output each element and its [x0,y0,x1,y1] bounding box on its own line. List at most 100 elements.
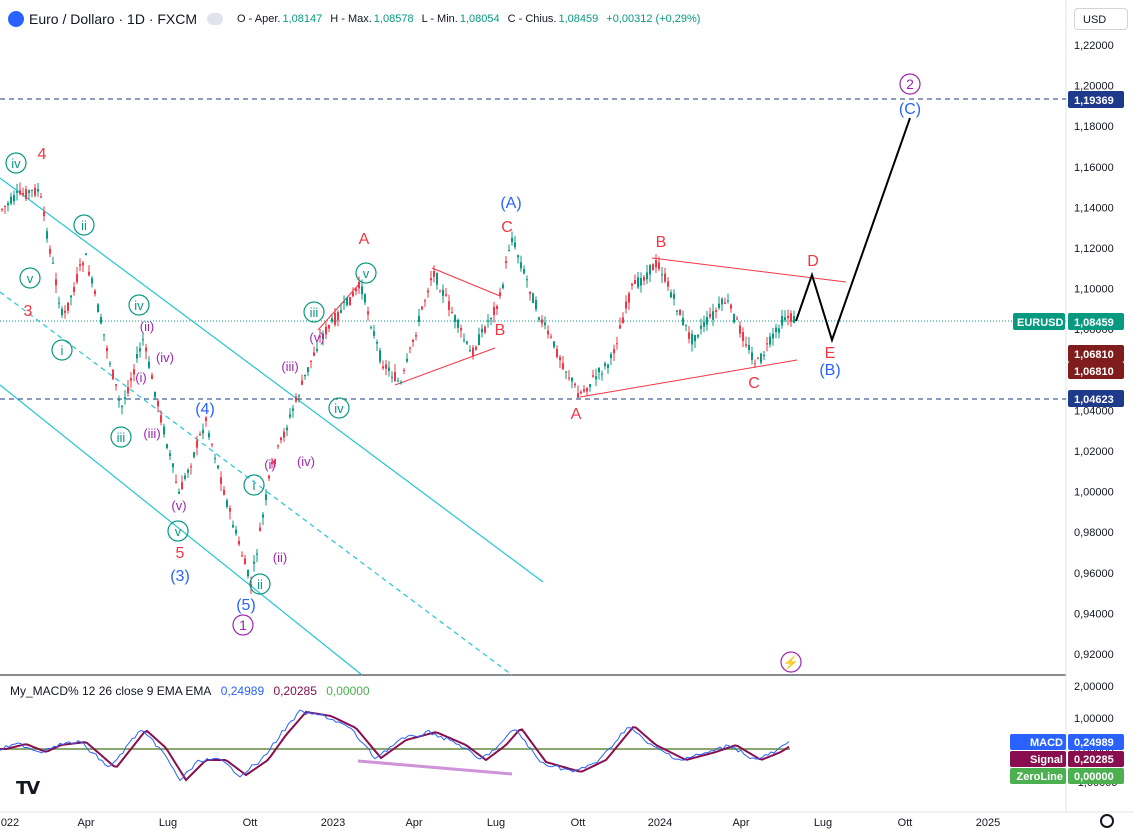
candle-body [697,335,699,337]
candle-body [58,302,60,304]
candle-body [661,274,663,276]
candle-body [559,357,561,361]
wave-B-blue: (B) [819,362,840,379]
candle-body [205,417,207,422]
projection-path[interactable] [795,117,911,344]
candle-body [760,353,762,363]
candle-body [49,248,51,254]
wave-iii-green: iii [117,430,126,445]
lightning-glyph: ⚡ [783,655,799,671]
candle-body [493,307,495,315]
candle-body [727,300,729,302]
tradingview-logo[interactable]: TV [16,778,40,799]
candle-body [196,440,198,448]
triangle-lines[interactable] [317,257,847,398]
candle-body [577,393,579,398]
candle-body [91,278,93,284]
wave-v-purple: (v) [171,498,186,513]
trend-v[interactable] [317,282,361,331]
macd-divergence-line[interactable] [357,759,513,776]
wave-i-green: i [61,343,64,358]
trend-a2[interactable] [394,347,496,386]
candle-body [70,295,72,298]
candle-body [25,189,27,200]
candle-body [385,364,387,369]
candle-body [568,377,570,379]
wave-ii-purple: (ii) [140,319,154,334]
badge-bottom-line [1068,390,1124,407]
candle-body [610,354,612,359]
candle-body [187,469,189,473]
trend-b2[interactable] [579,359,798,398]
macd-badge-label-text: ZeroLine [1017,771,1063,783]
wave-i-green2-circle [243,474,265,496]
candle-body [394,372,396,381]
open-value: 1,08147 [282,13,323,25]
candle-body [535,300,537,310]
settings-gear-icon[interactable] [1100,814,1114,828]
lightning-icon[interactable] [780,651,802,673]
candle-body [295,396,297,402]
time-tick: Ott [243,817,258,829]
badge-last [1068,313,1124,330]
candle-body [790,313,792,322]
candle-body [505,261,507,264]
channel-lower-line[interactable] [0,384,363,676]
macd-badge-label-text: MACD [1030,737,1063,749]
candle-body [571,377,573,382]
candle-body [175,481,177,483]
candle-body [160,415,162,423]
channel-lines[interactable] [0,177,544,676]
candle-body [34,187,36,196]
wave-iv-purple: (iv) [156,350,174,365]
price-tick: 0,94000 [1074,608,1114,620]
candle-body [736,318,738,320]
candle-body [16,191,18,193]
candle-body [532,293,534,304]
candle-body [415,335,417,337]
candle-body [43,211,45,217]
candle-body [757,358,759,360]
candle-body [658,262,660,269]
channel-upper-line[interactable] [0,177,544,583]
channel-mid-line[interactable] [0,291,513,676]
collapse-toggle-icon[interactable] [207,13,224,25]
candle-body [127,387,129,394]
candle-body [544,322,546,326]
trend-a1[interactable] [431,267,501,297]
candle-body [202,429,204,434]
wave-A-red2: A [571,406,582,423]
candle-body [376,341,378,344]
time-tick: Lug [159,817,177,829]
wave-ii-purple2: (ii) [273,550,287,565]
candle-body [667,281,669,287]
candle-body [775,327,777,333]
time-axis[interactable]: 022 Apr Lug Ott 2023 Apr Lug Ott 2024 Apr Lug Ott 20… [1,817,1000,829]
candle-body [52,262,54,264]
candle-body [484,326,486,333]
candle-body [772,333,774,339]
time-tick: Apr [732,817,749,829]
candle-body [430,278,432,281]
candle-body [211,444,213,446]
candle-body [421,306,423,310]
candle-body [238,541,240,545]
candle-body [10,196,12,204]
candle-body [142,339,144,341]
currency-selector[interactable]: USD [1074,8,1128,30]
macd-legend[interactable]: My_MACD% 12 26 close 9 EMA EMA 0,24989 0… [10,684,370,698]
candle-body [631,283,633,286]
candle-body [349,296,351,306]
symbol-title[interactable]: Euro / Dollaro · 1D · FXCM [29,11,198,27]
wave-A-red: A [359,231,370,248]
wave-v-left-circle [19,267,41,289]
macd-badge-value-text: 0,24989 [1074,737,1114,749]
candle-body [208,433,210,438]
wave-4-blue: (4) [195,401,215,418]
candle-body [616,343,618,345]
candle-body [331,318,333,322]
badge-red1 [1068,345,1124,362]
candle-body [460,328,462,331]
candle-body [730,304,732,309]
